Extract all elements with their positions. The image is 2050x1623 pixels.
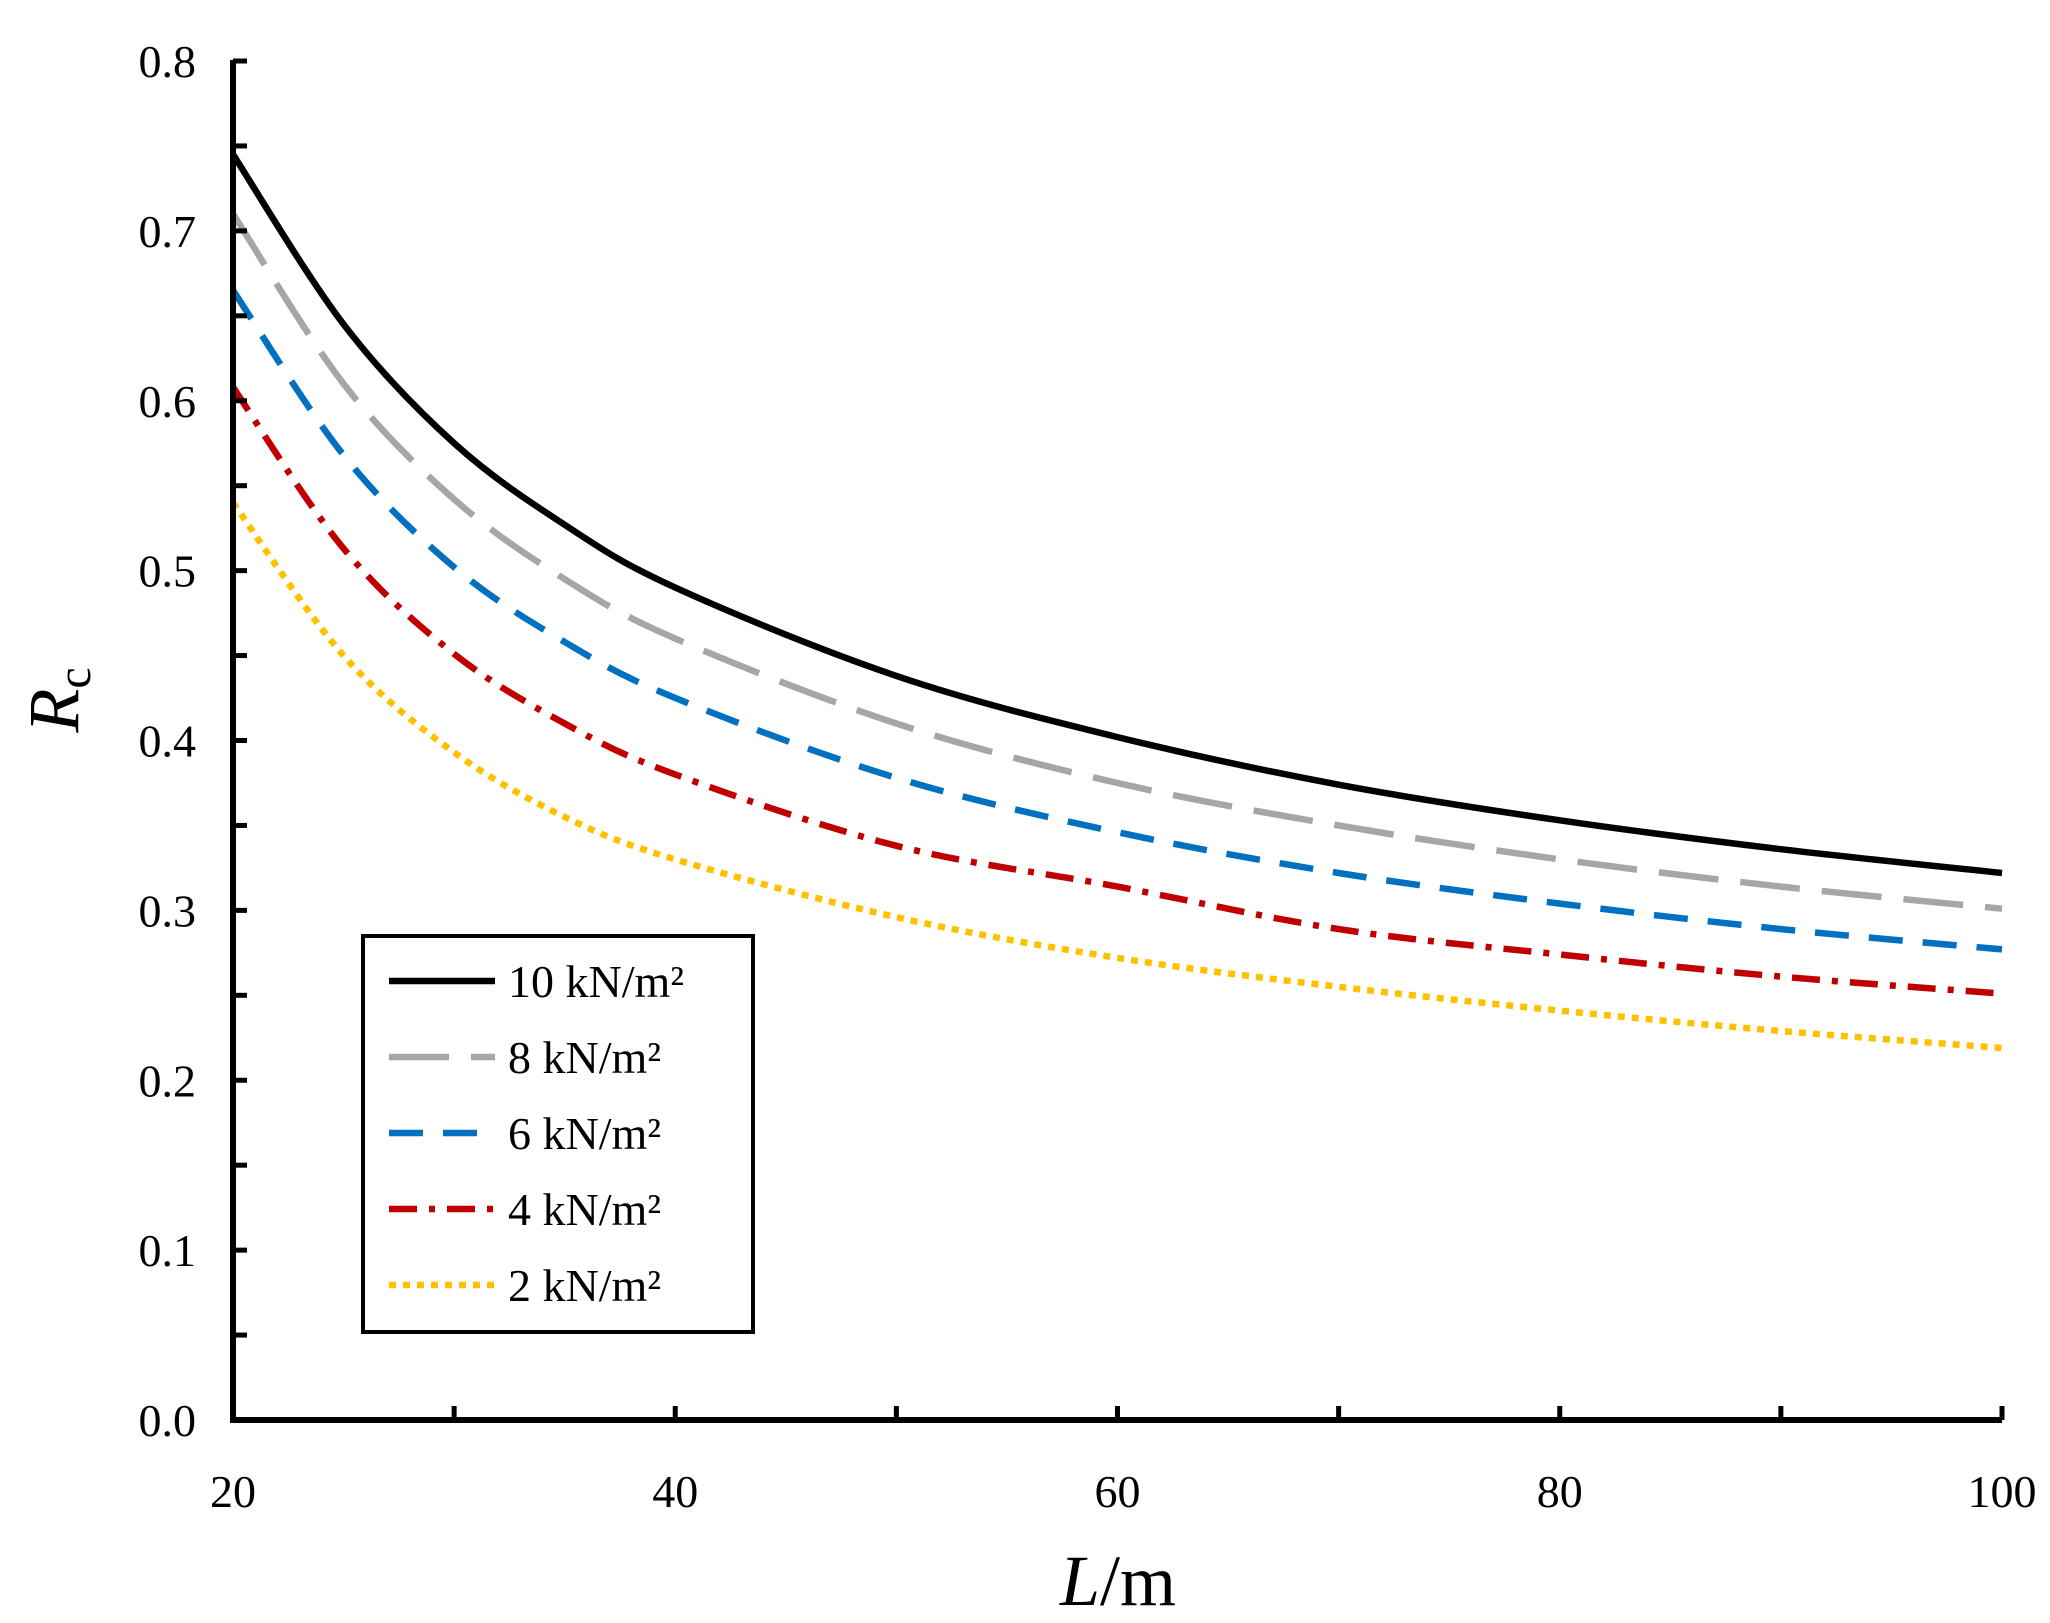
series-line-4 — [230, 385, 2003, 997]
series-line-2 — [230, 212, 2003, 912]
series-line-1 — [230, 152, 2003, 877]
x-axis-title-italic: L — [1059, 1541, 1100, 1621]
y-axis-title-subscript: c — [48, 667, 101, 688]
legend-box — [361, 934, 755, 1334]
y-tick-label: 0.6 — [139, 376, 197, 427]
legend-label-1: 10 kN/m² — [508, 956, 684, 1007]
y-tick-label: 0.5 — [139, 546, 197, 597]
y-tick-label: 0.0 — [139, 1395, 197, 1446]
y-tick-label: 0.2 — [139, 1055, 197, 1106]
y-tick-label: 0.4 — [139, 716, 197, 767]
y-tick-label: 0.1 — [139, 1225, 197, 1276]
x-tick-label: 40 — [652, 1466, 698, 1517]
legend: 10 kN/m² 8 kN/m² 6 kN/m² 4 kN/m² 2 kN/m² — [361, 934, 755, 1334]
y-tick-label: 0.7 — [139, 206, 197, 257]
y-tick-label: 0.8 — [139, 36, 197, 87]
axes: 0.0 0.1 0.2 0.3 0.4 0.5 0.6 0.7 0.8 20 40 60 80 100 — [139, 36, 2037, 1517]
y-axis-title-italic: R — [14, 689, 94, 734]
x-tick-label: 60 — [1095, 1466, 1141, 1517]
x-axis-title-unit: /m — [1100, 1541, 1176, 1621]
x-tick-label: 100 — [1968, 1466, 2037, 1517]
x-axis-title: L/m — [1059, 1541, 1176, 1621]
series-line-3 — [230, 288, 2003, 953]
legend-label-3: 6 kN/m² — [508, 1108, 661, 1159]
x-tick-label: 80 — [1537, 1466, 1583, 1517]
plot-area — [230, 152, 2003, 1052]
y-tick-label: 0.3 — [139, 885, 197, 936]
legend-label-5: 2 kN/m² — [508, 1260, 661, 1311]
x-tick-label: 20 — [210, 1466, 256, 1517]
series-line-5 — [230, 500, 2003, 1052]
y-axis-title: Rc — [14, 667, 101, 733]
legend-label-4: 4 kN/m² — [508, 1184, 661, 1235]
legend-label-2: 8 kN/m² — [508, 1032, 661, 1083]
